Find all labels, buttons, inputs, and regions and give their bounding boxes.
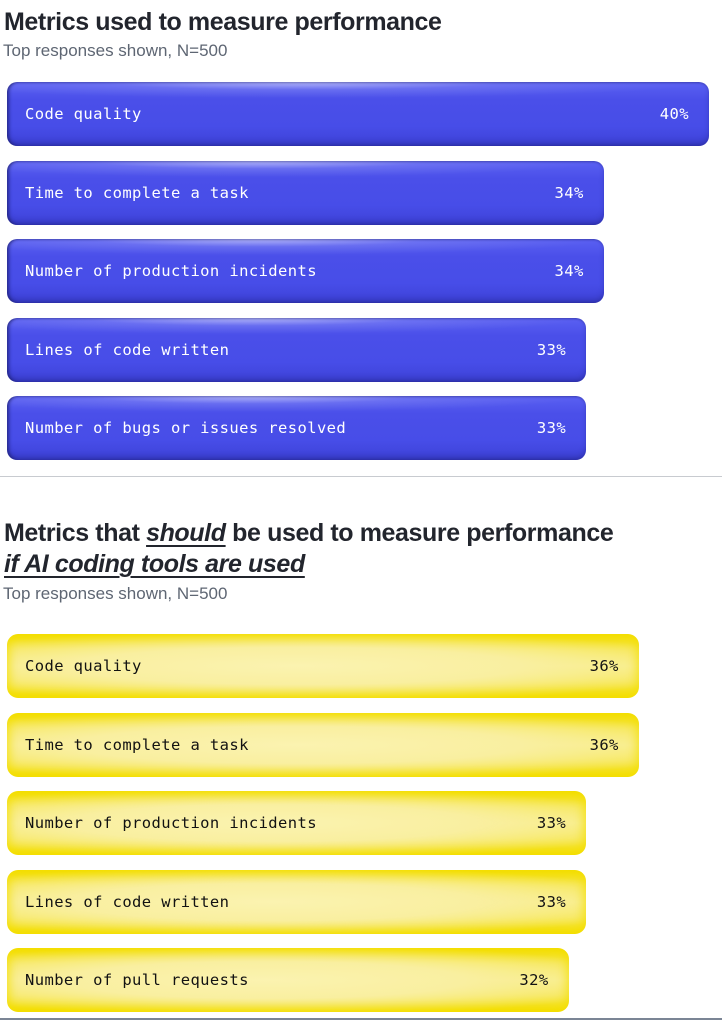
bar-code-quality: Code quality 36% bbox=[7, 634, 639, 698]
bar-label: Number of pull requests bbox=[25, 971, 249, 989]
bar-number-of-production-incidents: Number of production incidents 33% bbox=[7, 791, 586, 855]
bar-time-to-complete-a-task: Time to complete a task 34% bbox=[7, 160, 604, 225]
bar-value: 40% bbox=[659, 105, 689, 123]
bottom-divider bbox=[0, 1018, 722, 1020]
section-subtitle: Top responses shown, N=500 bbox=[3, 584, 228, 603]
bar-lines-of-code-written: Lines of code written 33% bbox=[7, 317, 586, 382]
bar-value: 33% bbox=[536, 892, 567, 911]
bar-time-to-complete-a-task: Time to complete a task 36% bbox=[7, 712, 639, 777]
bar-value: 33% bbox=[536, 419, 567, 437]
bar-number-of-production-incidents: Number of production incidents 34% bbox=[7, 239, 604, 303]
title-text-suffix: be used to measure performance bbox=[225, 519, 614, 547]
bar-label: Lines of code written bbox=[25, 340, 230, 359]
bar-label: Time to complete a task bbox=[25, 183, 249, 202]
title-text-emphasis: should bbox=[146, 519, 226, 547]
title-text: Metrics used to measure performance bbox=[4, 8, 442, 36]
bar-code-quality: Code quality 40% bbox=[7, 82, 709, 146]
bar-value: 34% bbox=[554, 183, 584, 202]
page-title-2: Metrics that should be used to measure p… bbox=[4, 518, 722, 580]
chart-section-metrics-used: Metrics used to measure performance Top … bbox=[0, 0, 722, 460]
bar-label: Number of production incidents bbox=[25, 814, 317, 832]
bar-lines-of-code-written: Lines of code written 33% bbox=[7, 869, 586, 934]
bar-number-of-pull-requests: Number of pull requests 32% bbox=[7, 948, 569, 1012]
bar-chart-metrics-should: Code quality 36% Time to complete a task 36… bbox=[0, 634, 722, 1012]
bar-number-of-bugs-or-issues-resolved: Number of bugs or issues resolved 33% bbox=[7, 396, 586, 460]
bar-value: 32% bbox=[519, 971, 549, 989]
bar-label: Number of bugs or issues resolved bbox=[25, 419, 347, 437]
bar-label: Lines of code written bbox=[25, 892, 230, 911]
chart-section-metrics-should: Metrics that should be used to measure p… bbox=[0, 518, 722, 1012]
title-text-line2: if AI coding tools are used bbox=[4, 550, 305, 578]
bar-label: Code quality bbox=[25, 105, 142, 123]
section-divider bbox=[0, 476, 722, 477]
bar-label: Number of production incidents bbox=[25, 262, 317, 280]
title-text-prefix: Metrics that bbox=[4, 519, 147, 547]
page-title: Metrics used to measure performance bbox=[4, 7, 722, 37]
bar-value: 33% bbox=[536, 340, 567, 359]
bar-value: 33% bbox=[536, 814, 567, 832]
bar-value: 34% bbox=[554, 262, 584, 280]
bar-value: 36% bbox=[589, 657, 619, 675]
bar-label: Code quality bbox=[25, 657, 142, 675]
bar-chart-metrics-used: Code quality 40% Time to complete a task 34… bbox=[0, 82, 722, 460]
bar-value: 36% bbox=[589, 735, 619, 754]
section-subtitle: Top responses shown, N=500 bbox=[3, 41, 228, 60]
bar-label: Time to complete a task bbox=[25, 735, 249, 754]
